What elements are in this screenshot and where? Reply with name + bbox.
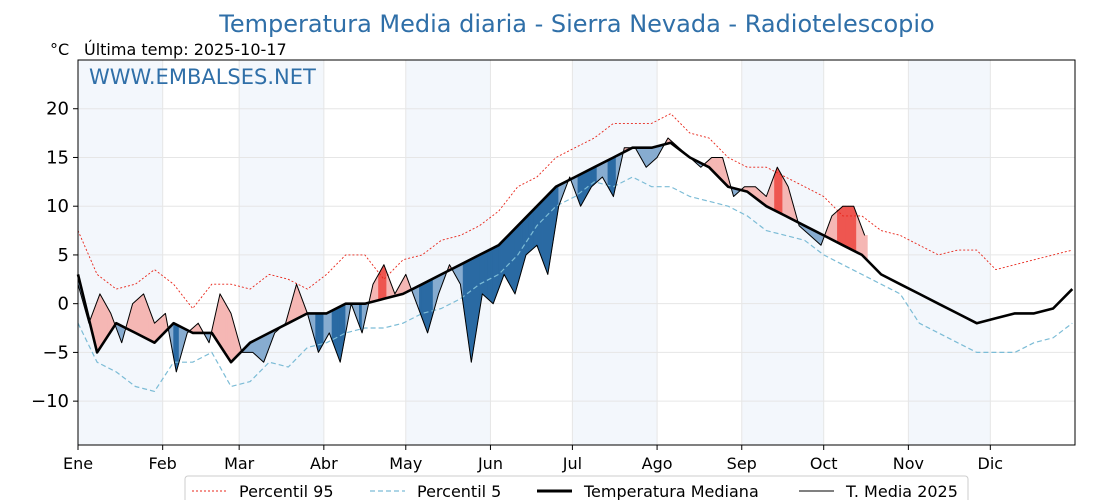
anomaly-fill [140, 293, 144, 338]
x-tick-label: Mar [224, 454, 255, 473]
x-tick-label: Ene [63, 454, 93, 473]
y-tick-label: 0 [58, 294, 69, 315]
anomaly-fill [850, 205, 855, 252]
anomaly-fill [132, 300, 136, 334]
month-band [572, 60, 658, 445]
anomaly-fill [539, 199, 543, 260]
y-tick-label: −10 [31, 391, 69, 412]
x-tick-label: Oct [810, 454, 838, 473]
gridlines [77, 60, 1075, 445]
y-tick-label: 10 [46, 196, 69, 217]
month-bands [78, 60, 991, 445]
month-band [741, 60, 824, 445]
x-axis: Ene Feb Mar Abr May Jun Jul Ago Sep Oct Nov Dic [63, 445, 1003, 473]
anomaly-fill [135, 298, 139, 335]
anomaly-fill [320, 313, 325, 349]
anomaly-fill [337, 306, 341, 363]
x-tick-label: Feb [149, 454, 177, 473]
anomaly-fill [847, 205, 852, 250]
series-lines [76, 113, 1074, 392]
unit-label: °C [50, 40, 69, 59]
legend-box [184, 475, 969, 500]
anomaly-fill [481, 251, 486, 298]
anomaly-fill [222, 298, 226, 355]
legend-p95-label: Percentil 95 [239, 482, 334, 500]
anomaly-fill [544, 194, 549, 275]
anomaly-fill [260, 335, 265, 363]
anomaly-fill [484, 250, 489, 300]
anomaly-fill [785, 181, 789, 218]
legend-media2025-label: T. Media 2025 [845, 482, 958, 500]
anomaly-fill [506, 233, 510, 286]
anomaly-fill [318, 313, 322, 353]
anomaly-fill [487, 248, 491, 302]
x-tick-label: Abr [310, 454, 338, 473]
month-band [239, 60, 324, 445]
anomaly-fill [99, 293, 103, 350]
anomaly-fill [834, 210, 838, 243]
plot-frame [77, 59, 1076, 446]
series-line-median [76, 141, 1074, 364]
anomaly-fill [492, 246, 497, 304]
anomaly-fill [102, 298, 106, 346]
anomaly-fill [831, 212, 835, 242]
anomaly-fill [845, 205, 849, 249]
y-tick-label: 5 [58, 245, 69, 266]
x-tick-label: Sep [727, 454, 757, 473]
y-tick-label: −5 [42, 342, 69, 363]
x-tick-label: May [389, 454, 422, 473]
legend-median-label: Temperatura Mediana [583, 482, 759, 500]
series-line-p95 [77, 113, 1073, 309]
anomaly-fill [837, 207, 841, 245]
series-line-media-2025 [77, 137, 866, 373]
anomaly-fill [542, 197, 546, 268]
anomaly-fill [839, 205, 844, 246]
y-axis: 20 15 10 5 0 −5 −10 [31, 99, 78, 412]
anomaly-fill [610, 157, 614, 198]
anomaly-fill [219, 292, 224, 351]
month-band [78, 60, 163, 445]
x-tick-label: Nov [893, 454, 924, 473]
legend-p5-label: Percentil 5 [417, 482, 501, 500]
anomaly-fill [645, 147, 650, 168]
watermark: WWW.EMBALSES.NET [89, 65, 316, 89]
anomaly-fill [257, 336, 262, 361]
anomaly-fill [255, 338, 259, 358]
last-temp-label: Última temp: 2025-10-17 [84, 40, 287, 59]
anomaly-fill [424, 280, 428, 334]
anomaly-fill [225, 302, 229, 360]
month-band [405, 60, 491, 445]
chart-title: Temperatura Media diaria - Sierra Nevada… [218, 10, 934, 38]
x-tick-label: Jun [477, 454, 503, 473]
series-line-p5 [77, 176, 1073, 392]
anomaly-fill [380, 264, 385, 300]
anomaly-fill [227, 307, 232, 364]
y-tick-label: 15 [46, 147, 69, 168]
anomaly-fill [511, 227, 516, 296]
x-tick-label: Dic [978, 454, 1004, 473]
anomaly-fill [842, 205, 846, 248]
anomaly-fill [503, 236, 508, 280]
x-tick-label: Ago [642, 454, 673, 473]
anomaly-fill [779, 171, 784, 216]
anomaly-fill [490, 247, 494, 305]
x-tick-label: Jul [562, 454, 582, 473]
anomaly-fill [137, 295, 142, 337]
anomaly-fill [531, 208, 535, 251]
y-tick-label: 20 [46, 99, 69, 120]
anomaly-fill [782, 175, 786, 217]
anomaly-fill [525, 213, 530, 256]
legend: Percentil 95 Percentil 5 Temperatura Med… [184, 475, 969, 500]
anomaly-fill [528, 211, 532, 254]
anomaly-fill [96, 293, 101, 354]
